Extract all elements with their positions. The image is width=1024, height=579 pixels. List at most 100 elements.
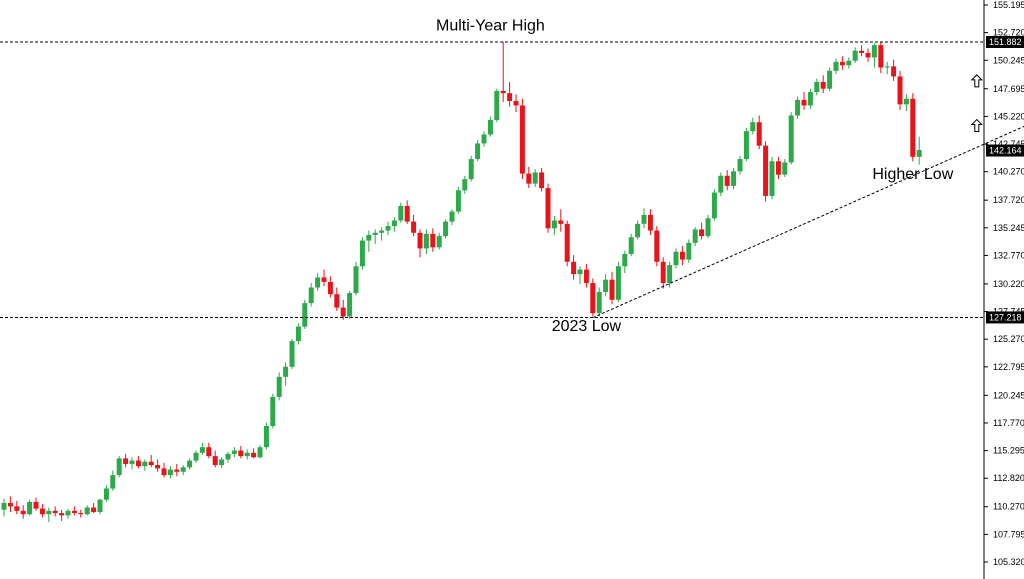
candle: [679, 246, 685, 266]
candle: [187, 458, 193, 470]
candle: [97, 498, 103, 515]
candle: [737, 155, 743, 175]
candle-body: [308, 287, 314, 304]
candle-body: [731, 171, 737, 186]
candle-body: [865, 52, 871, 58]
candle-body: [14, 506, 20, 511]
candle-body: [174, 469, 180, 472]
price-tick-label: 152.720: [993, 28, 1024, 38]
annotations-layer: Multi-Year High 2023 Low Higher Low: [436, 18, 984, 335]
price-tick-label: 132.770: [993, 250, 1024, 260]
candle: [571, 255, 577, 280]
candle-body: [135, 460, 141, 467]
candle-body: [500, 90, 506, 94]
candle-body: [833, 61, 839, 71]
candle: [551, 216, 557, 236]
candle-body: [878, 45, 884, 68]
candles-layer: [1, 41, 922, 523]
candle: [795, 96, 801, 119]
candle-body: [315, 277, 321, 288]
candle: [238, 446, 244, 459]
candle-body: [71, 510, 77, 514]
candle: [263, 422, 269, 450]
candle-body: [494, 90, 500, 120]
candle-body: [334, 294, 340, 308]
candle-body: [871, 45, 877, 58]
candle: [33, 497, 39, 511]
candle-body: [673, 251, 679, 266]
candle-body: [33, 501, 39, 509]
candle-body: [609, 279, 615, 300]
price-tag-label: 142.164: [989, 146, 1022, 156]
candle-body: [910, 98, 916, 157]
candle-body: [411, 221, 417, 233]
candle-body: [91, 507, 97, 512]
candle-body: [391, 220, 397, 227]
candle-body: [545, 188, 551, 229]
candle: [564, 220, 570, 267]
candle-body: [423, 233, 429, 249]
candle: [603, 274, 609, 297]
price-tick-label: 137.720: [993, 195, 1024, 205]
candle-body: [302, 303, 308, 327]
candle: [123, 453, 129, 468]
candle: [385, 221, 391, 236]
price-tick-label: 147.695: [993, 84, 1024, 94]
candle-body: [142, 461, 148, 467]
candle: [686, 239, 692, 263]
candle-body: [353, 266, 359, 294]
candle-body: [46, 510, 52, 515]
candle-body: [206, 447, 212, 457]
candle: [283, 362, 289, 386]
candle: [289, 338, 295, 370]
candle-body: [225, 453, 231, 460]
candle-body: [711, 192, 717, 219]
candle: [705, 214, 711, 239]
candle-body: [603, 279, 609, 292]
candle: [859, 45, 865, 57]
candle-body: [699, 229, 705, 237]
candle: [839, 56, 845, 70]
candle: [897, 70, 903, 110]
candle-body: [539, 172, 545, 189]
candle: [782, 159, 788, 177]
candle: [660, 257, 666, 289]
candle: [635, 220, 641, 240]
trendline: [592, 125, 1024, 319]
candle-body: [795, 99, 801, 116]
candle-body: [283, 366, 289, 377]
candle: [641, 208, 647, 229]
candle-body: [398, 205, 404, 221]
candle-body: [686, 242, 692, 260]
candle-body: [161, 468, 167, 476]
candle: [673, 248, 679, 269]
price-tick-label: 155.195: [993, 0, 1024, 10]
candle: [78, 509, 84, 518]
candle-body: [52, 510, 58, 514]
candle: [398, 202, 404, 223]
annotation-label: 2023 Low: [552, 318, 622, 335]
price-tag: [986, 35, 1024, 48]
candle-body: [750, 122, 756, 132]
candle-body: [468, 159, 474, 180]
candle-body: [571, 261, 577, 275]
candle: [692, 227, 698, 247]
candle: [667, 261, 673, 288]
guides-layer: [0, 41, 1024, 319]
candle: [846, 57, 852, 69]
candle-body: [705, 218, 711, 237]
candle: [155, 459, 161, 472]
candle: [590, 278, 596, 317]
candle: [558, 209, 564, 232]
candle: [711, 189, 717, 221]
candle-body: [667, 265, 673, 284]
candle-body: [257, 447, 263, 458]
candle-body: [417, 232, 423, 249]
candle: [334, 287, 340, 311]
candle: [577, 266, 583, 285]
candle-body: [455, 190, 461, 212]
candle-body: [660, 261, 666, 284]
candle-body: [807, 92, 813, 106]
candle: [455, 186, 461, 214]
candle: [903, 94, 909, 112]
